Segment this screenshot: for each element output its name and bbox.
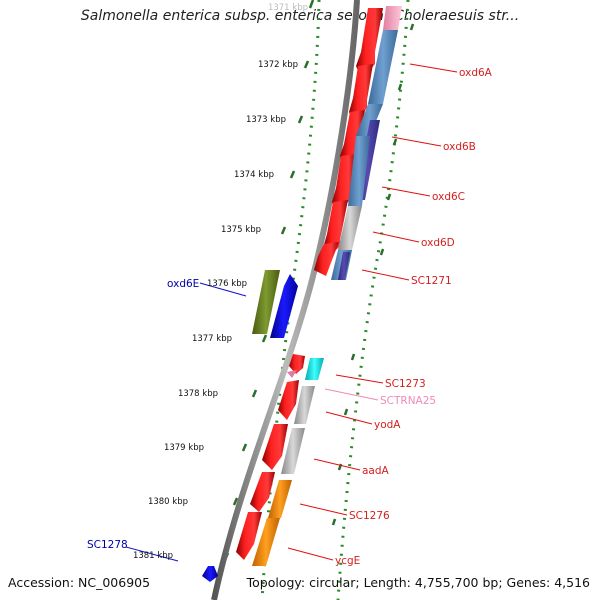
inner-dotted-scale-line bbox=[336, 0, 410, 600]
gene-label[interactable]: oxd6B bbox=[443, 141, 476, 153]
gene-bar-olive[interactable] bbox=[252, 270, 280, 334]
outer-dotted-scale-line bbox=[260, 0, 321, 600]
tick-label: 1374 kbp bbox=[234, 170, 274, 180]
gene-bar-grey[interactable] bbox=[294, 386, 315, 424]
gene-label[interactable]: SCTRNA25 bbox=[380, 395, 436, 407]
gene-arrow-red[interactable] bbox=[250, 472, 275, 512]
gene-arrow-red[interactable] bbox=[314, 242, 339, 276]
accession-text: Accession: NC_006905 bbox=[8, 575, 151, 590]
gene-bar-steelblue[interactable] bbox=[356, 104, 383, 136]
gene-bar-steelblue[interactable] bbox=[348, 136, 370, 206]
genome-backbone bbox=[211, 0, 360, 600]
gene-label[interactable]: SC1273 bbox=[385, 378, 426, 390]
map-title: Salmonella enterica subsp. enterica sero… bbox=[80, 8, 520, 24]
gene-label[interactable]: SC1278 bbox=[87, 539, 128, 551]
gene-bar-steelblue[interactable] bbox=[368, 30, 398, 104]
tick-label: 1372 kbp bbox=[258, 60, 298, 70]
gene-arrow-red[interactable] bbox=[236, 512, 262, 560]
tick-label: 1378 kbp bbox=[178, 389, 218, 399]
label-leader-lines bbox=[125, 63, 458, 562]
gene-bar-pink[interactable] bbox=[383, 6, 402, 30]
gene-bar-grey[interactable] bbox=[338, 206, 362, 250]
gene-arrow-blue[interactable] bbox=[270, 274, 298, 338]
tick-label: 1377 kbp bbox=[192, 334, 232, 344]
gene-arrow-red[interactable] bbox=[356, 8, 383, 80]
gene-bar-grey[interactable] bbox=[281, 428, 305, 474]
gene-label[interactable]: SC1276 bbox=[349, 510, 390, 522]
gene-label[interactable]: ycgE bbox=[335, 555, 360, 567]
gene-arrow-red[interactable] bbox=[278, 380, 299, 420]
tick-label: 1379 kbp bbox=[164, 443, 204, 453]
gene-label[interactable]: oxd6C bbox=[432, 191, 465, 203]
tick-label: 1373 kbp bbox=[246, 115, 286, 125]
gene-bar-cyan[interactable] bbox=[305, 358, 324, 380]
gene-arrow-red[interactable] bbox=[349, 64, 373, 124]
tick-label: 1376 kbp bbox=[207, 279, 247, 289]
gene-arrow-red[interactable] bbox=[262, 424, 288, 470]
gene-label[interactable]: aadA bbox=[362, 465, 390, 477]
tick-label: 1381 kbp bbox=[133, 551, 173, 561]
gene-bar-orange[interactable] bbox=[252, 518, 280, 566]
gene-label[interactable]: SC1271 bbox=[411, 275, 452, 287]
gene-label[interactable]: yodA bbox=[374, 419, 401, 431]
gene-arrow-red[interactable] bbox=[340, 110, 365, 168]
gene-label[interactable]: oxd6E bbox=[167, 278, 199, 290]
gene-labels: oxd6A oxd6B oxd6C oxd6D SC1271 oxd6E SC1… bbox=[87, 67, 493, 567]
tick-label: 1380 kbp bbox=[148, 497, 188, 507]
gene-bar-purple[interactable] bbox=[338, 252, 350, 280]
gene-arrow-pink-small[interactable] bbox=[287, 370, 297, 378]
gene-label[interactable]: oxd6A bbox=[459, 67, 493, 79]
gene-label[interactable]: oxd6D bbox=[421, 237, 455, 249]
gene-arrow-blue-small[interactable] bbox=[202, 566, 218, 582]
scale-tick-labels: 1371 kbp 1372 kbp 1373 kbp 1374 kbp 1375… bbox=[133, 3, 308, 561]
tick-label: 1375 kbp bbox=[221, 225, 261, 235]
topology-text: Topology: circular; Length: 4,755,700 bp… bbox=[246, 575, 590, 590]
gene-arrow-red-small[interactable] bbox=[289, 354, 305, 374]
tick-label: 1371 kbp bbox=[268, 3, 308, 13]
gene-bar-orange[interactable] bbox=[268, 480, 292, 518]
